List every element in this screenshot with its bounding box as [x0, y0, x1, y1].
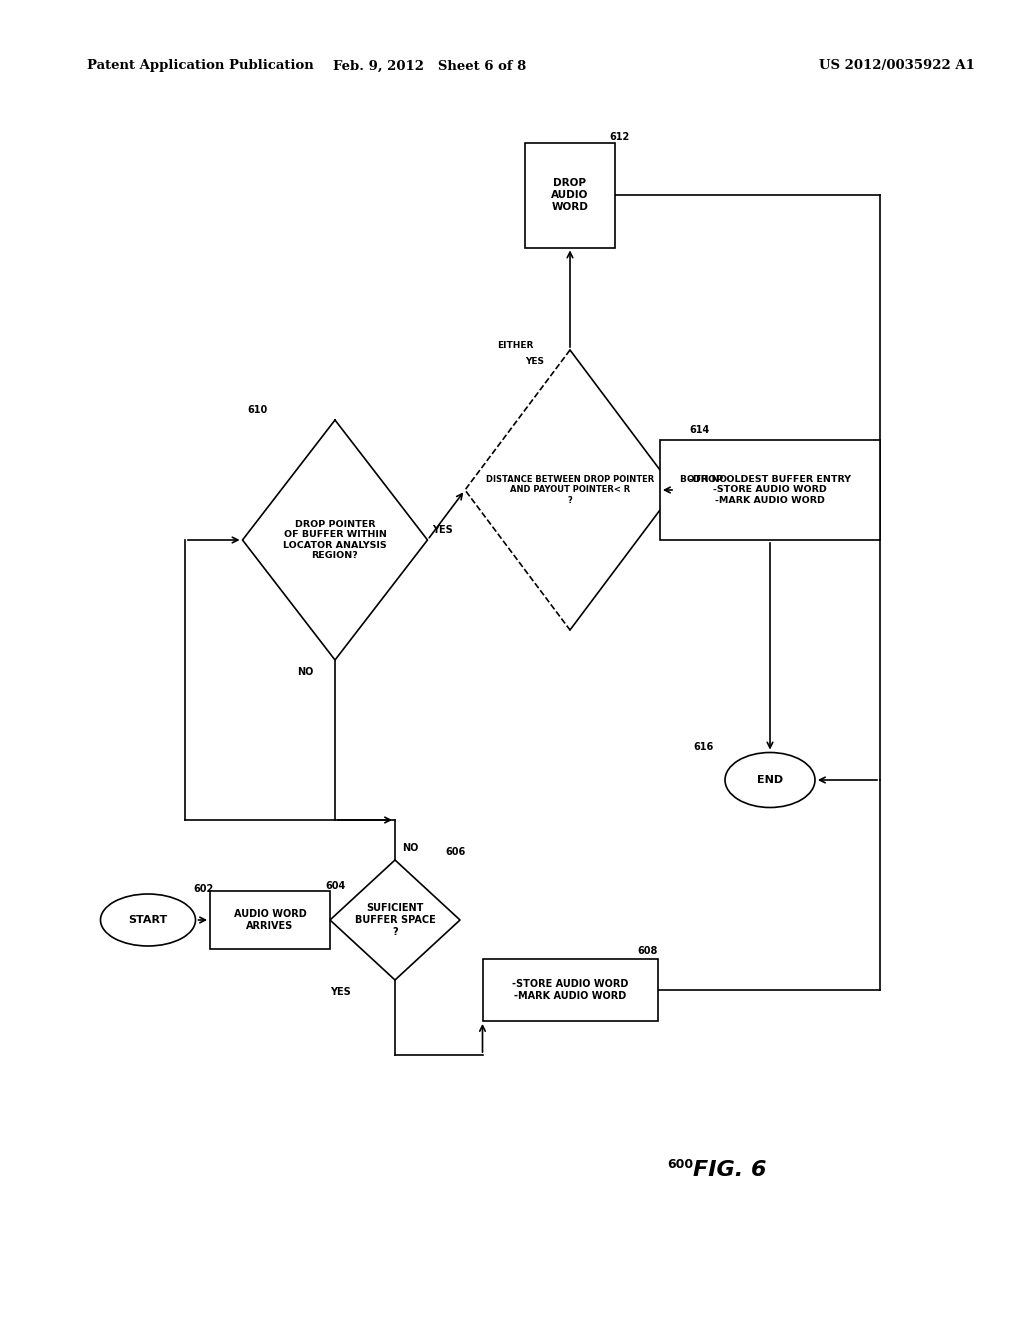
- Text: AUDIO WORD
ARRIVES: AUDIO WORD ARRIVES: [233, 909, 306, 931]
- Text: -DROP OLDEST BUFFER ENTRY
-STORE AUDIO WORD
-MARK AUDIO WORD: -DROP OLDEST BUFFER ENTRY -STORE AUDIO W…: [689, 475, 851, 504]
- Text: Feb. 9, 2012   Sheet 6 of 8: Feb. 9, 2012 Sheet 6 of 8: [334, 59, 526, 73]
- Text: SUFICIENT
BUFFER SPACE
?: SUFICIENT BUFFER SPACE ?: [354, 903, 435, 937]
- Text: START: START: [128, 915, 168, 925]
- Text: US 2012/0035922 A1: US 2012/0035922 A1: [819, 59, 975, 73]
- Text: 606: 606: [444, 847, 465, 857]
- Text: 610: 610: [248, 405, 267, 414]
- Text: NO: NO: [297, 667, 313, 677]
- Text: 608: 608: [637, 946, 657, 956]
- Text: DISTANCE BETWEEN DROP POINTER
AND PAYOUT POINTER< R
?: DISTANCE BETWEEN DROP POINTER AND PAYOUT…: [485, 475, 654, 504]
- Text: YES: YES: [525, 358, 545, 367]
- Text: 600: 600: [667, 1159, 693, 1172]
- Text: FIG. 6: FIG. 6: [693, 1160, 767, 1180]
- Bar: [660, 440, 880, 540]
- Text: 614: 614: [690, 425, 710, 436]
- Text: END: END: [757, 775, 783, 785]
- Bar: [482, 960, 657, 1020]
- Text: NO: NO: [401, 843, 418, 853]
- Text: Patent Application Publication: Patent Application Publication: [87, 59, 313, 73]
- Text: YES: YES: [330, 987, 350, 997]
- Text: DROP POINTER
OF BUFFER WITHIN
LOCATOR ANALYSIS
REGION?: DROP POINTER OF BUFFER WITHIN LOCATOR AN…: [284, 520, 387, 560]
- Bar: [525, 143, 615, 248]
- Text: BOTH NO: BOTH NO: [680, 475, 727, 484]
- Text: -STORE AUDIO WORD
-MARK AUDIO WORD: -STORE AUDIO WORD -MARK AUDIO WORD: [512, 979, 628, 1001]
- Text: EITHER: EITHER: [497, 341, 534, 350]
- Text: 604: 604: [325, 880, 345, 891]
- Text: DROP
AUDIO
WORD: DROP AUDIO WORD: [551, 178, 589, 211]
- Text: 602: 602: [194, 884, 214, 894]
- Text: 612: 612: [610, 132, 630, 143]
- Text: 616: 616: [693, 742, 713, 752]
- Text: YES: YES: [432, 525, 454, 535]
- Bar: [210, 891, 330, 949]
